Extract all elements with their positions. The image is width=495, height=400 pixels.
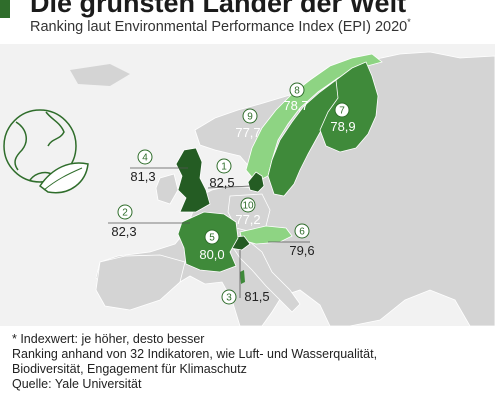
subtitle-footnote-mark: *: [407, 17, 411, 27]
badge-rank-1: 1 82,5: [209, 158, 235, 190]
footnote-source: Quelle: Yale Universität: [12, 377, 142, 391]
footnote-indexwert: * Indexwert: je höher, desto besser: [12, 332, 205, 346]
rank-6-number: 6: [299, 227, 305, 238]
globe-leaf-icon: [3, 109, 89, 194]
land-iberia: [95, 254, 186, 311]
badge-rank-4: 4 81,3: [130, 149, 156, 184]
land-ireland: [155, 173, 179, 205]
rank-7-number: 7: [339, 106, 345, 117]
subtitle-text: Ranking laut Environmental Performance I…: [30, 18, 408, 35]
rank-9-value: 77,7: [235, 125, 260, 140]
country-finland: [319, 61, 379, 153]
rank-3-value: 81,5: [244, 289, 269, 304]
island-corsica: [240, 270, 245, 284]
footnote-methodology-line1: Ranking anhand von 32 Indikatoren, wie L…: [12, 347, 378, 361]
rank-9-number: 9: [247, 112, 253, 123]
map-canvas: 1 82,5 2 82,3 3 81,5 4 81,3 5 80,0: [3, 51, 495, 326]
badge-rank-2: 2 82,3: [111, 204, 137, 239]
badge-rank-6: 6 79,6: [289, 223, 315, 258]
country-denmark: [247, 171, 265, 193]
rank-10-number: 10: [242, 201, 254, 212]
rank-2-number: 2: [122, 208, 128, 219]
rank-1-value: 82,5: [209, 175, 234, 190]
country-uk: [175, 147, 211, 213]
badge-rank-7: 7 78,9: [330, 102, 356, 134]
rank-7-value: 78,9: [330, 119, 355, 134]
land-iceland: [70, 64, 130, 86]
badge-rank-10: 10 77,2: [235, 197, 261, 227]
badge-rank-3: 3 81,5: [221, 289, 270, 305]
rank-8-value: 78,7: [283, 98, 308, 113]
rank-1-number: 1: [221, 162, 227, 173]
rank-8-number: 8: [294, 86, 300, 97]
footer-notes: * Indexwert: je höher, desto besser Rank…: [12, 332, 487, 392]
rank-2-value: 82,3: [111, 224, 136, 239]
rank-10-value: 77,2: [235, 212, 260, 227]
title-accent-bar: [0, 0, 10, 18]
rank-4-value: 81,3: [130, 169, 155, 184]
land-italy: [231, 241, 301, 313]
badge-rank-8: 8 78,7: [283, 82, 309, 113]
rank-5-number: 5: [209, 233, 215, 244]
page-title: Die grünsten Länder der Welt: [30, 0, 407, 18]
rank-3-number: 3: [226, 293, 232, 304]
badge-rank-9: 9 77,7: [235, 108, 261, 140]
rank-4-number: 4: [142, 153, 148, 164]
badge-rank-5: 5 80,0: [199, 229, 225, 262]
rank-5-value: 80,0: [199, 247, 224, 262]
footnote-methodology-line2: Biodiversität, Engagement für Klimaschut…: [12, 362, 247, 376]
leader-line-1: [207, 185, 251, 189]
rank-6-value: 79,6: [289, 243, 314, 258]
page-subtitle: Ranking laut Environmental Performance I…: [30, 17, 411, 35]
europe-map: 1 82,5 2 82,3 3 81,5 4 81,3 5 80,0: [0, 44, 495, 326]
